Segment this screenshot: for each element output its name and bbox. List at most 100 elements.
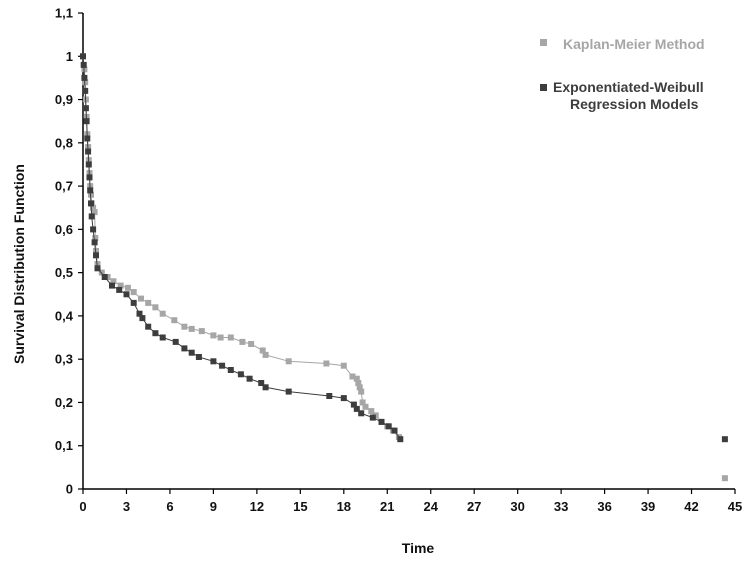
x-tick-label: 6 <box>166 499 173 514</box>
data-point-kaplan-meier <box>171 317 178 324</box>
series-line-kaplan-meier <box>82 56 400 438</box>
data-point-exp-weibull <box>88 200 94 207</box>
y-tick-label: 1 <box>66 49 73 64</box>
data-point-exp-weibull <box>93 252 99 259</box>
data-point-kaplan-meier <box>138 295 144 302</box>
data-point-exp-weibull <box>188 349 195 356</box>
data-point-exp-weibull <box>101 274 108 280</box>
data-point-exp-weibull <box>181 345 188 352</box>
y-tick-label: 0,4 <box>55 308 74 323</box>
data-point-exp-weibull <box>262 384 269 391</box>
data-point-kaplan-meier <box>181 323 188 330</box>
y-tick-label: 1,1 <box>55 6 73 21</box>
data-point-kaplan-meier <box>124 284 131 291</box>
data-point-exp-weibull <box>87 187 94 194</box>
y-tick-label: 0,5 <box>55 265 73 280</box>
data-point-kaplan-meier <box>362 403 369 410</box>
data-point-kaplan-meier <box>98 269 105 276</box>
data-point-exp-weibull <box>109 282 115 289</box>
data-point-kaplan-meier <box>117 282 124 289</box>
data-point-kaplan-meier <box>152 304 159 311</box>
y-tick-label: 0 <box>66 482 73 497</box>
data-point-kaplan-meier <box>259 347 266 354</box>
data-point-kaplan-meier <box>353 375 360 382</box>
y-axis-ticks: 0 0,1 0,2 0,3 0,4 0,5 0,6 0,7 0,8 0,9 1 1,1 <box>55 6 83 497</box>
data-point-exp-weibull <box>88 213 95 220</box>
data-point-exp-weibull <box>210 358 217 365</box>
data-point-outlier-kaplan-meier <box>721 475 728 482</box>
data-point-exp-weibull <box>195 354 202 360</box>
data-point-kaplan-meier <box>368 408 375 415</box>
data-point-exp-weibull <box>358 410 365 417</box>
data-point-kaplan-meier <box>323 360 330 367</box>
y-tick-label: 0,1 <box>55 438 73 453</box>
x-tick-label: 3 <box>123 499 130 514</box>
data-point-exp-weibull <box>80 53 86 60</box>
data-point-kaplan-meier <box>198 328 205 335</box>
x-tick-label: 36 <box>597 499 611 514</box>
data-point-kaplan-meier <box>355 380 362 386</box>
data-point-exp-weibull <box>385 423 392 430</box>
data-point-exp-weibull <box>94 265 101 272</box>
data-point-kaplan-meier <box>359 399 366 406</box>
data-point-exp-weibull <box>326 393 333 399</box>
legend-marker-exp-weibull <box>540 84 547 91</box>
x-tick-label: 0 <box>79 499 86 514</box>
data-point-exp-weibull <box>145 323 152 330</box>
y-tick-label: 0,7 <box>55 179 73 194</box>
x-tick-label: 9 <box>210 499 217 514</box>
y-tick-label: 0,6 <box>55 222 73 237</box>
data-point-exp-weibull <box>82 87 89 94</box>
data-point-exp-weibull <box>83 118 90 125</box>
legend: Kaplan-Meier Method Exponentiated-Weibul… <box>540 36 705 112</box>
y-tick-label: 0,2 <box>55 395 73 410</box>
legend-marker-kaplan-meier <box>540 39 547 46</box>
y-tick-label: 0,9 <box>55 92 73 107</box>
data-point-exp-weibull <box>91 239 98 246</box>
data-point-exp-weibull <box>397 436 404 443</box>
x-tick-label: 27 <box>467 499 481 514</box>
series-line-exp-weibull <box>82 56 401 440</box>
data-point-kaplan-meier <box>92 235 99 241</box>
data-point-kaplan-meier <box>210 332 217 339</box>
data-point-exp-weibull <box>340 395 347 402</box>
data-point-kaplan-meier <box>340 362 347 369</box>
data-point-kaplan-meier <box>349 373 356 380</box>
data-point-exp-weibull <box>285 388 292 395</box>
data-point-kaplan-meier <box>248 341 255 347</box>
data-point-exp-weibull <box>350 401 357 408</box>
data-point-exp-weibull <box>227 367 234 373</box>
data-point-exp-weibull <box>172 338 179 345</box>
y-axis-title: Survival Distribution Function <box>11 164 27 364</box>
x-tick-label: 21 <box>380 499 394 514</box>
data-point-exp-weibull <box>81 74 88 81</box>
data-point-exp-weibull <box>353 405 360 412</box>
data-point-exp-weibull <box>84 135 91 142</box>
data-point-kaplan-meier <box>285 358 292 365</box>
x-tick-label: 24 <box>423 499 438 514</box>
data-point-kaplan-meier <box>91 209 98 216</box>
legend-label-exp-weibull: Exponentiated-Weibull Regression Models <box>553 79 704 112</box>
data-point-kaplan-meier <box>262 351 269 358</box>
data-point-exp-weibull <box>246 375 253 382</box>
data-point-exp-weibull <box>86 174 93 181</box>
data-point-exp-weibull <box>369 414 376 421</box>
data-point-kaplan-meier <box>358 388 365 395</box>
x-tick-label: 42 <box>684 499 698 514</box>
data-point-exp-weibull <box>90 226 97 233</box>
data-point-kaplan-meier <box>88 191 94 198</box>
data-point-exp-weibull <box>136 310 143 317</box>
data-point-exp-weibull <box>237 371 244 378</box>
data-point-exp-weibull <box>80 61 87 68</box>
x-tick-label: 33 <box>554 499 568 514</box>
data-point-kaplan-meier <box>130 289 137 296</box>
series-kaplan-meier <box>80 53 728 482</box>
series-layer <box>80 53 728 482</box>
data-point-exp-weibull <box>130 299 137 306</box>
data-point-kaplan-meier <box>356 384 363 391</box>
data-point-exp-weibull <box>391 427 398 434</box>
data-point-exp-weibull <box>159 334 166 341</box>
data-point-kaplan-meier <box>145 299 152 306</box>
x-tick-label: 30 <box>510 499 524 514</box>
y-tick-label: 0,3 <box>55 352 73 367</box>
